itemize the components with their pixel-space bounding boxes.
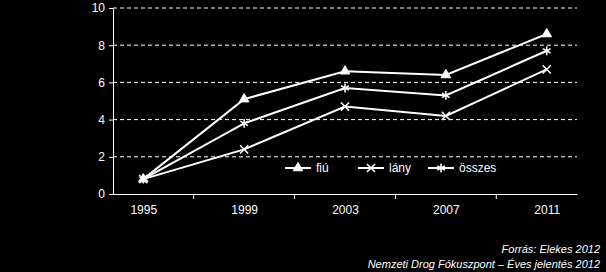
y-tick-mark: [109, 82, 113, 83]
series-marker: [139, 175, 147, 183]
legend-item: fiú: [285, 161, 329, 175]
grid-line: [113, 82, 577, 83]
x-axis: 1995 1999 2003 2007 2011: [114, 194, 578, 217]
grid: [113, 8, 577, 157]
legend-item: összes: [428, 161, 496, 175]
series-marker: [341, 84, 349, 93]
x-tick-label: 1999: [231, 203, 258, 217]
series-marker: [543, 65, 551, 73]
y-axis-line: [109, 9, 114, 195]
y-tick-mark: [109, 8, 113, 9]
legend-marker: [437, 164, 445, 173]
series-group: [138, 28, 551, 183]
series-line: [143, 51, 546, 179]
x-tick-label: 2003: [332, 203, 359, 217]
y-tick-label: 6: [98, 76, 105, 90]
y-tick-mark: [109, 157, 113, 158]
grid-line: [113, 8, 577, 9]
y-tick: 6: [98, 76, 113, 90]
x-separator: [294, 194, 295, 199]
series-marker: [240, 145, 248, 153]
x-axis-line: [114, 194, 578, 195]
x-tick-label: 1995: [130, 203, 157, 217]
legend-item: lány: [358, 161, 411, 175]
source-note: Nemzeti Drog Fókuszpont – Éves jelentés …: [368, 258, 600, 270]
legend-marker: [367, 164, 375, 172]
x-tick: 2007: [433, 194, 460, 217]
y-tick-label: 8: [98, 39, 105, 53]
legend-marker: [293, 162, 303, 170]
x-tick-label: 2011: [534, 203, 560, 217]
series-marker: [542, 28, 552, 36]
y-tick: 4: [98, 113, 113, 127]
x-tick: 2011: [534, 194, 560, 217]
series-marker: [543, 46, 551, 55]
x-tick-label: 2007: [433, 203, 460, 217]
legend: fiú lány összes: [285, 161, 496, 175]
y-tick: 8: [98, 39, 113, 53]
y-tick-label: 10: [92, 1, 106, 15]
y-axis: 0 2 4 6 8 10: [92, 1, 114, 201]
series-marker: [240, 119, 248, 128]
x-tick: 1995: [130, 194, 157, 217]
x-separator: [496, 194, 497, 199]
series-marker: [340, 66, 350, 74]
y-tick-mark: [109, 120, 113, 121]
y-tick-label: 0: [98, 187, 105, 201]
y-tick-mark: [109, 194, 113, 195]
legend-label: összes: [459, 161, 496, 175]
series-marker: [341, 103, 349, 111]
plot: 0 2 4 6 8 10 1995 1999 2003 2007 2011: [92, 1, 578, 216]
grid-line: [113, 45, 577, 46]
y-tick: 2: [98, 150, 113, 164]
x-separator: [395, 194, 396, 199]
x-tick: 1999: [231, 194, 258, 217]
series-marker: [441, 69, 451, 77]
series-line: [143, 69, 546, 179]
legend-label: fiú: [316, 161, 329, 175]
legend-label: lány: [389, 161, 411, 175]
y-tick-mark: [109, 45, 113, 46]
series-marker: [139, 175, 147, 184]
source-note: Forrás: Elekes 2012: [502, 243, 600, 255]
grid-line: [113, 119, 577, 120]
y-tick-label: 4: [98, 113, 105, 127]
series-marker: [442, 91, 450, 100]
series-line: [143, 34, 546, 179]
series-marker: [442, 112, 450, 120]
y-tick-label: 2: [98, 150, 105, 164]
y-tick: 10: [92, 1, 113, 15]
series-marker: [239, 94, 249, 102]
x-tick: 2003: [332, 194, 359, 217]
chart: 0 2 4 6 8 10 1995 1999 2003 2007 2011 fiú lány összes…: [0, 0, 606, 272]
y-tick: 0: [98, 187, 113, 201]
x-separator: [193, 194, 194, 199]
